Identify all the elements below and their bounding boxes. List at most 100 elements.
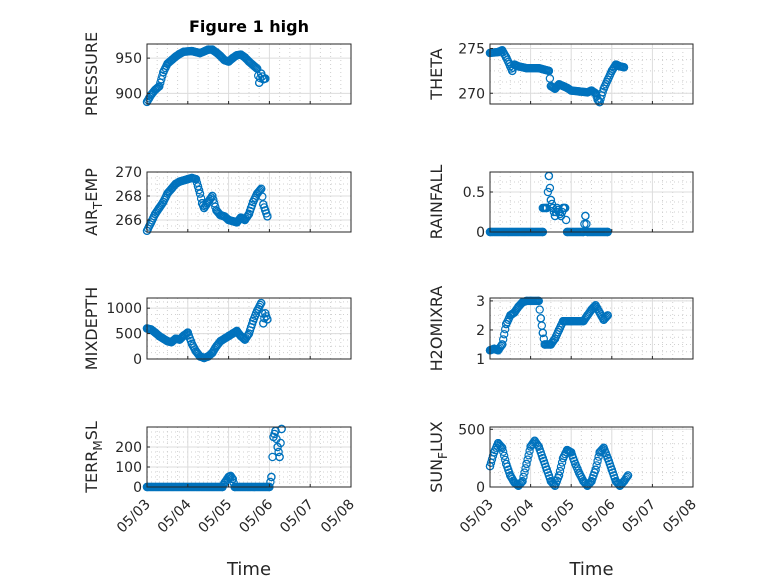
data-point	[525, 446, 534, 456]
data-point	[556, 462, 566, 471]
y-tick-label: 500	[115, 327, 142, 343]
data-point	[567, 448, 576, 457]
data-point	[163, 337, 172, 346]
data-point	[514, 62, 523, 71]
y-tick-label: 270	[115, 165, 142, 181]
data-point	[538, 454, 548, 463]
y-tick-label: 100	[115, 460, 142, 476]
data-point	[603, 75, 612, 85]
series-markers	[142, 298, 272, 363]
y-tick-label: 950	[115, 51, 142, 67]
data-point	[534, 63, 543, 73]
y-axis-label: RAINFALL	[427, 165, 446, 240]
data-point	[195, 352, 205, 361]
y-axis-label: THETA	[427, 48, 446, 100]
data-point	[619, 477, 629, 486]
data-point	[615, 481, 625, 490]
data-point	[591, 301, 600, 310]
data-point	[493, 346, 503, 355]
data-point	[236, 213, 245, 222]
data-point	[250, 62, 260, 72]
x-tick-label: 05/05	[196, 497, 236, 537]
data-point	[197, 198, 207, 208]
x-tick-label: 05/06	[236, 496, 276, 536]
y-tick-label: 275	[458, 41, 485, 57]
data-point	[158, 71, 167, 81]
data-point	[179, 47, 188, 57]
data-point	[555, 466, 565, 476]
data-point	[558, 81, 568, 91]
y-tick-label: 2	[476, 323, 485, 339]
data-point	[257, 184, 266, 193]
x-tick-label: 05/03	[114, 497, 154, 537]
data-point	[257, 298, 266, 308]
data-point	[581, 211, 590, 221]
data-point	[593, 456, 602, 466]
y-tick-label: 0	[133, 480, 142, 496]
data-point	[583, 311, 592, 320]
data-point	[607, 66, 617, 76]
data-point	[228, 474, 237, 484]
y-axis-label: MIXDEPTH	[82, 287, 101, 370]
data-point	[522, 296, 531, 306]
data-point	[154, 203, 164, 213]
data-point	[534, 296, 543, 306]
y-tick-label: 1	[476, 352, 485, 368]
data-point	[514, 481, 523, 490]
data-point	[500, 330, 509, 339]
data-point	[558, 317, 568, 326]
data-point	[575, 87, 584, 96]
y-tick-label: 900	[115, 86, 142, 102]
data-point	[554, 80, 564, 89]
data-point	[518, 298, 527, 307]
data-point	[248, 197, 258, 207]
data-point	[500, 451, 509, 460]
data-point	[543, 187, 553, 197]
data-point	[554, 471, 564, 480]
data-point	[536, 314, 546, 323]
data-point	[548, 203, 558, 213]
data-point	[244, 329, 254, 338]
y-tick-label: 266	[115, 213, 142, 229]
data-point	[175, 49, 184, 59]
chart-title: Figure 1 high	[189, 17, 309, 36]
data-point	[195, 189, 205, 198]
data-point	[488, 451, 498, 460]
data-point	[615, 62, 625, 71]
axes-outline	[146, 171, 352, 233]
data-point	[220, 56, 229, 65]
subplot-mixdepth: 0 500 1000 MIXDEPTH	[82, 287, 352, 370]
data-point	[567, 317, 576, 326]
data-point	[227, 473, 236, 482]
y-tick-label: 0	[476, 480, 485, 496]
x-tick-label: 05/04	[498, 496, 538, 536]
data-point	[546, 340, 556, 349]
data-point	[167, 184, 176, 193]
data-point	[526, 442, 535, 451]
axes-outline	[489, 297, 694, 360]
data-point	[583, 88, 592, 97]
data-point	[499, 447, 508, 456]
data-point	[269, 432, 278, 442]
data-point	[545, 183, 555, 193]
data-point	[208, 191, 217, 201]
data-point	[203, 197, 213, 207]
data-point	[208, 348, 217, 358]
data-point	[595, 448, 604, 457]
data-point	[194, 185, 204, 195]
data-point	[506, 62, 515, 71]
data-point	[266, 477, 275, 487]
data-point	[544, 66, 554, 76]
axes-outline	[489, 43, 694, 105]
data-point	[601, 313, 610, 322]
x-tick-label: 05/04	[155, 496, 195, 536]
data-point	[567, 86, 576, 95]
data-point	[523, 455, 532, 464]
data-point	[154, 331, 164, 341]
data-point	[216, 210, 225, 220]
data-point	[171, 334, 180, 343]
data-point	[493, 47, 503, 57]
subplot-theta: 270 275 THETA	[427, 41, 694, 107]
data-point	[607, 465, 617, 474]
data-point	[502, 53, 511, 62]
